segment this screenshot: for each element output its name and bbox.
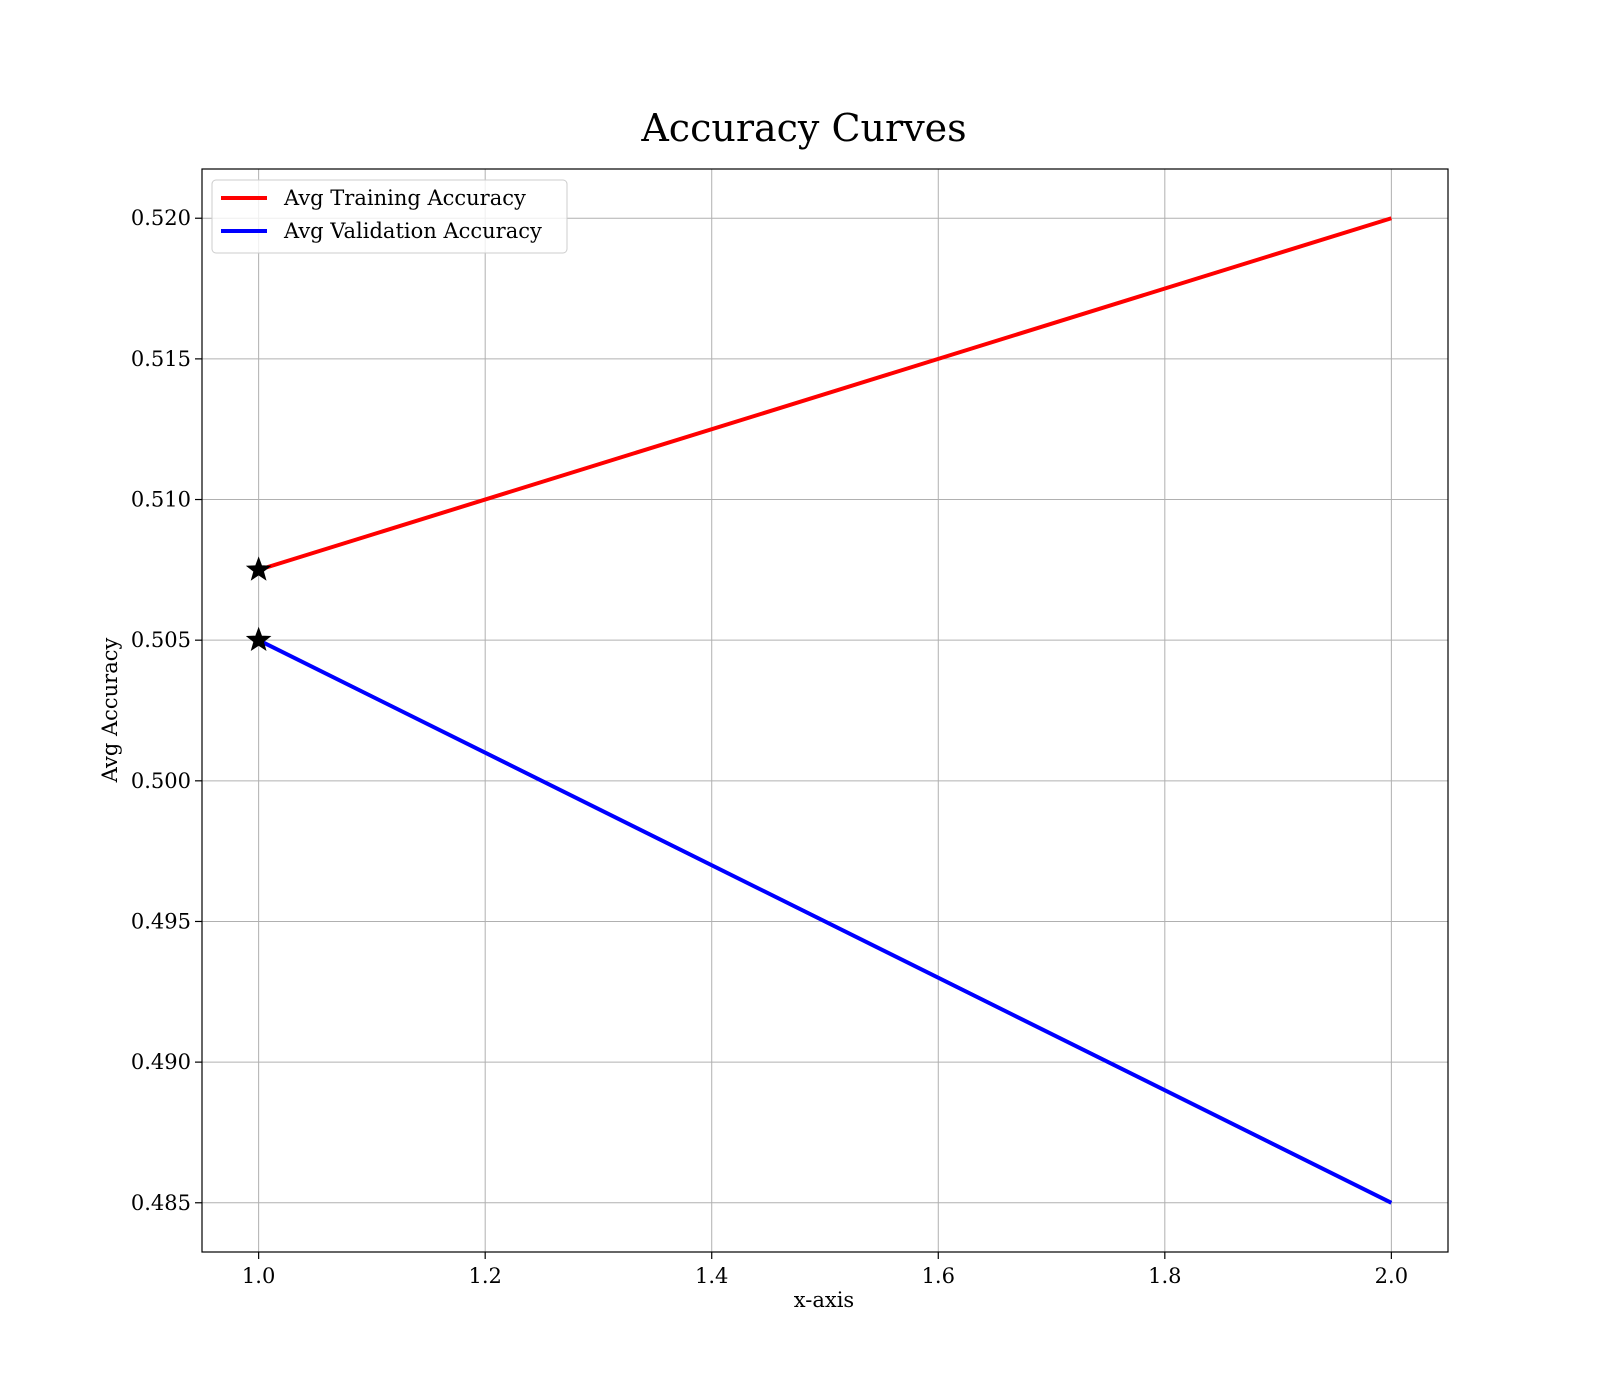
x-tick-label: 1.0 <box>242 1264 275 1288</box>
y-tick-label: 0.490 <box>131 1050 191 1074</box>
best-point-star-marker <box>245 556 272 581</box>
best-point-star-marker <box>245 626 272 652</box>
y-tick-label: 0.510 <box>131 488 191 512</box>
x-tick-label: 2.0 <box>1375 1264 1408 1288</box>
legend-label: Avg Training Accuracy <box>283 186 526 210</box>
x-tick-label: 1.2 <box>468 1264 501 1288</box>
x-tick-label: 1.8 <box>1148 1264 1181 1288</box>
chart-title: Accuracy Curves <box>640 106 966 150</box>
x-axis-ticks: 1.0 1.2 1.4 1.6 1.8 2.0 <box>242 1252 1408 1288</box>
y-tick-label: 0.520 <box>131 206 191 230</box>
grid-lines <box>202 169 1448 1252</box>
legend-box <box>211 179 568 254</box>
series-line-avg-training-accuracy <box>258 216 1392 572</box>
x-axis-label: x-axis <box>794 1288 854 1312</box>
legend-label: Avg Validation Accuracy <box>283 219 542 243</box>
plot-frame <box>201 168 1449 1253</box>
y-tick-label: 0.500 <box>131 769 191 793</box>
series-line-avg-validation-accuracy <box>257 638 1393 1205</box>
y-tick-label: 0.485 <box>131 1191 191 1215</box>
y-tick-label: 0.495 <box>131 909 191 933</box>
x-tick-label: 1.6 <box>922 1264 955 1288</box>
y-axis-label: Avg Accuracy <box>98 638 122 784</box>
y-tick-label: 0.505 <box>131 628 191 652</box>
x-tick-label: 1.4 <box>695 1264 728 1288</box>
legend: Avg Training Accuracy Avg Validation Accu… <box>211 179 568 254</box>
best-markers <box>245 556 272 652</box>
y-axis-ticks: 0.485 0.490 0.495 0.500 0.505 0.510 0.515 0.520 <box>131 206 202 1215</box>
series-lines <box>257 216 1393 1205</box>
y-tick-label: 0.515 <box>131 347 191 371</box>
